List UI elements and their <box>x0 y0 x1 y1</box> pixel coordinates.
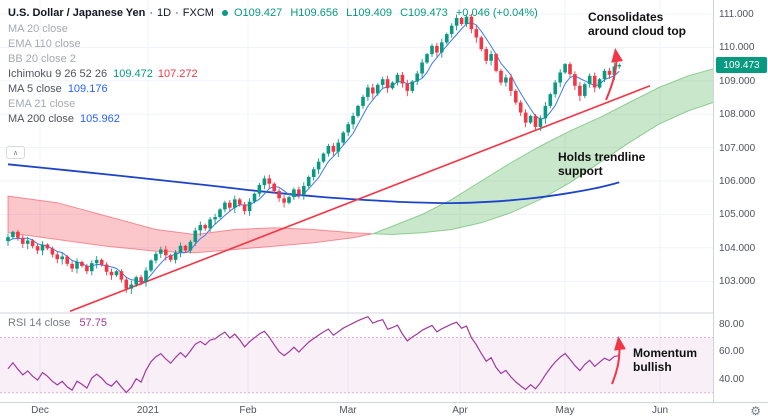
annotation-text: Momentum <box>633 346 697 360</box>
indicator-row[interactable]: EMA 21 close <box>8 96 543 111</box>
rsi-legend[interactable]: RSI 14 close 57.75 <box>8 317 107 329</box>
interval-label[interactable]: 1D <box>157 6 172 19</box>
indicator-name: EMA 21 close <box>8 97 76 110</box>
main-price-chart[interactable] <box>0 0 713 312</box>
time-axis-label: Apr <box>452 405 468 416</box>
time-axis-label: Jun <box>651 405 669 416</box>
price-axis-label: 103.000 <box>719 276 756 288</box>
indicator-value: 105.962 <box>80 112 120 125</box>
rsi-axis-label: 40.00 <box>719 373 745 385</box>
time-axis[interactable]: Dec 2021 Feb Mar Apr May Jun <box>0 402 768 419</box>
change-value: +0.046 (+0.04%) <box>455 6 538 19</box>
price-axis-label: 105.000 <box>719 209 756 221</box>
time-axis-label: Dec <box>31 405 49 416</box>
settings-gear-icon[interactable]: ⚙ <box>750 404 761 418</box>
rsi-axis-label: 60.00 <box>719 346 745 358</box>
indicator-row[interactable]: BB 20 close 2 <box>8 51 543 66</box>
exchange-label: FXCM <box>182 6 214 19</box>
time-axis-label: May <box>555 405 575 416</box>
chart-legend: U.S. Dollar / Japanese Yen · 1D · FXCM O… <box>8 4 543 126</box>
rsi-indicator-name: RSI 14 close <box>8 317 71 329</box>
high-value: 109.656 <box>298 6 339 19</box>
ohlc-values: O109.427 H109.656 L109.409 C109.473 +0.0… <box>234 7 543 19</box>
price-axis-label: 109.000 <box>719 75 756 87</box>
annotation-momentum: Momentum bullish <box>633 346 697 374</box>
rsi-chart[interactable] <box>0 314 713 402</box>
legend-collapse-button[interactable]: ∧ <box>6 146 25 159</box>
high-label: H <box>290 6 299 19</box>
price-axis-label: 110.000 <box>719 42 755 54</box>
market-status-dot <box>221 9 228 16</box>
indicator-legend-list: MA 20 close EMA 110 close BB 20 close 2 Ich… <box>8 21 543 126</box>
indicator-value: 109.176 <box>67 82 108 95</box>
price-axis-label: 108.000 <box>719 109 756 121</box>
open-value: 109.427 <box>242 6 283 19</box>
pane-separator[interactable] <box>0 312 713 314</box>
indicator-name: EMA 110 close <box>8 37 81 50</box>
low-label: L <box>346 6 353 19</box>
close-value: 109.473 <box>408 6 448 19</box>
open-label: O <box>233 6 243 19</box>
time-axis-label: Mar <box>339 405 357 416</box>
indicator-row[interactable]: MA 5 close 109.176 <box>8 81 543 96</box>
price-axis-label: 104.000 <box>719 242 756 254</box>
separator-dot: · <box>175 6 179 19</box>
indicator-name: Ichimoku 9 26 52 26 <box>8 67 108 80</box>
annotation-text: around cloud top <box>588 24 686 38</box>
annotation-text: Consolidates <box>588 10 664 24</box>
time-axis-label: 2021 <box>136 405 160 416</box>
price-axis-label: 106.000 <box>719 176 756 188</box>
annotation-text: support <box>558 164 603 178</box>
indicator-row[interactable]: MA 200 close 105.962 <box>8 111 543 126</box>
price-axis-label: 107.000 <box>719 142 756 154</box>
indicator-name: BB 20 close 2 <box>8 52 76 65</box>
indicator-row[interactable]: MA 20 close <box>8 21 543 36</box>
symbol-title-row[interactable]: U.S. Dollar / Japanese Yen · 1D · FXCM O… <box>8 4 543 21</box>
annotation-text: Holds trendline <box>558 150 646 164</box>
indicator-name: MA 5 close <box>8 82 62 95</box>
indicator-value: 107.272 <box>157 67 198 80</box>
close-label: C <box>400 6 409 19</box>
annotation-consolidates: Consolidates around cloud top <box>588 10 686 38</box>
indicator-row[interactable]: Ichimoku 9 26 52 26 109.472 107.272 <box>8 66 543 81</box>
rsi-axis-label: 80.00 <box>719 318 745 330</box>
indicator-row[interactable]: EMA 110 close <box>8 36 543 51</box>
annotation-text: bullish <box>633 360 672 374</box>
separator-dot: · <box>149 6 154 19</box>
low-value: 109.409 <box>352 6 393 19</box>
annotation-holds-trendline: Holds trendline support <box>558 150 645 178</box>
price-axis[interactable]: 109.473 111.000 110.000 109.000 108.000 107.… <box>713 0 768 402</box>
indicator-name: MA 200 close <box>8 112 75 125</box>
symbol-name[interactable]: U.S. Dollar / Japanese Yen <box>8 6 146 19</box>
rsi-indicator-value: 57.75 <box>79 317 107 329</box>
time-axis-label: Feb <box>239 405 257 416</box>
indicator-name: MA 20 close <box>8 22 68 35</box>
chevron-up-icon: ∧ <box>12 148 19 157</box>
indicator-value: 109.472 <box>113 67 153 80</box>
price-axis-label: 111.000 <box>719 9 754 21</box>
last-price-badge: 109.473 <box>716 57 767 73</box>
